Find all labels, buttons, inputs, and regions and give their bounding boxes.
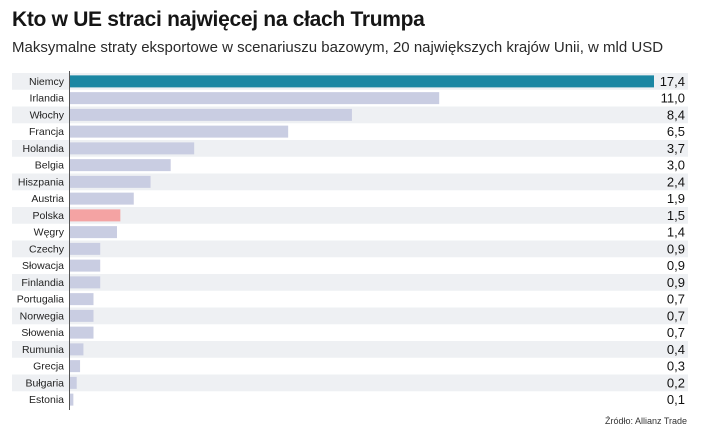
value-label: 2,4 xyxy=(667,174,685,189)
value-label: 0,9 xyxy=(667,241,685,256)
row-stripe xyxy=(12,374,688,392)
bar xyxy=(70,142,195,155)
category-label: Finlandia xyxy=(21,277,64,289)
bar xyxy=(70,276,101,289)
category-label: Portugalia xyxy=(17,294,64,306)
value-label: 1,5 xyxy=(667,208,685,223)
bar xyxy=(70,92,440,105)
category-label: Czechy xyxy=(29,243,65,255)
row-stripe xyxy=(12,274,688,291)
bar xyxy=(70,259,101,272)
value-label: 0,9 xyxy=(667,275,685,290)
category-label: Holandia xyxy=(23,143,65,155)
value-label: 11,0 xyxy=(661,91,685,106)
category-label: Grecja xyxy=(33,361,64,373)
category-label: Słowacja xyxy=(22,260,64,272)
bar xyxy=(70,226,117,239)
value-label: 0,9 xyxy=(667,258,685,273)
bar xyxy=(70,209,121,222)
value-label: 6,5 xyxy=(667,124,685,139)
category-label: Niemcy xyxy=(29,76,65,88)
value-label: 0,7 xyxy=(667,325,685,340)
bar xyxy=(70,75,654,88)
row-stripe xyxy=(12,307,688,325)
value-label: 0,1 xyxy=(667,392,685,407)
category-label: Francja xyxy=(29,126,64,138)
value-label: 1,4 xyxy=(667,225,685,240)
chart-title: Kto w UE straci najwięcej na cłach Trump… xyxy=(12,8,425,31)
value-label: 1,9 xyxy=(667,191,685,206)
row-stripe xyxy=(12,173,688,191)
bar xyxy=(70,242,101,255)
bar xyxy=(70,393,74,406)
value-label: 0,2 xyxy=(667,375,685,390)
value-label: 17,4 xyxy=(660,74,685,89)
category-label: Austria xyxy=(31,193,64,205)
category-label: Słowenia xyxy=(21,327,64,339)
value-label: 3,0 xyxy=(667,158,685,173)
category-label: Belgia xyxy=(35,160,64,172)
bar xyxy=(70,376,77,389)
bar xyxy=(70,343,84,356)
bar xyxy=(70,309,94,322)
source-note: Źródło: Allianz Trade xyxy=(604,416,687,426)
category-label: Włochy xyxy=(30,109,65,121)
row-stripe xyxy=(12,341,688,358)
row-stripe xyxy=(12,207,688,224)
bar xyxy=(70,326,94,339)
category-label: Węgry xyxy=(34,227,65,239)
category-label: Norwegia xyxy=(20,310,65,322)
bar xyxy=(70,192,134,205)
category-label: Irlandia xyxy=(30,93,65,105)
row-stripe xyxy=(12,240,688,258)
chart-subtitle: Maksymalne straty eksportowe w scenarius… xyxy=(12,39,664,56)
bar xyxy=(70,175,151,188)
category-label: Rumunia xyxy=(22,344,64,356)
bar xyxy=(70,125,289,138)
category-label: Hiszpania xyxy=(18,176,64,188)
value-label: 0,3 xyxy=(667,359,685,374)
bar xyxy=(70,293,94,306)
bar xyxy=(70,108,352,121)
value-label: 0,7 xyxy=(667,292,685,307)
value-label: 3,7 xyxy=(667,141,685,156)
value-label: 0,4 xyxy=(667,342,685,357)
bar xyxy=(70,360,81,373)
value-label: 8,4 xyxy=(667,107,685,122)
bar xyxy=(70,159,171,172)
category-label: Estonia xyxy=(29,394,64,406)
category-label: Bułgaria xyxy=(25,377,64,389)
value-label: 0,7 xyxy=(667,308,685,323)
category-label: Polska xyxy=(32,210,64,222)
